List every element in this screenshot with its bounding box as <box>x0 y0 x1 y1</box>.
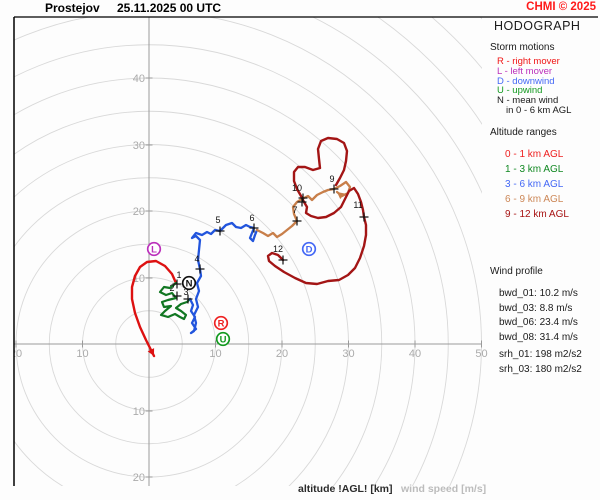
v-axis-label: 20 <box>133 206 145 218</box>
speed-ring <box>430 17 482 70</box>
v-axis-label: 40 <box>133 73 145 85</box>
sounding-datetime: 25.11.2025 00 UTC <box>117 1 222 15</box>
bwd-03-value: bwd_03: 8.8 m/s <box>499 302 573 314</box>
marker-circle-R <box>213 315 229 331</box>
storm-motion-item-L: L - left mover <box>497 65 553 77</box>
km-label-5: 5 <box>215 215 220 225</box>
bwd-01-value: bwd_01: 10.2 m/s <box>499 288 578 299</box>
storm-motions-list: R - right mover L - left mover D - downwin… <box>497 57 571 116</box>
trace-1-3km <box>158 281 192 321</box>
km-label-6: 6 <box>249 213 254 223</box>
v-axis-label: 30 <box>133 140 145 152</box>
km-label-3: 3 <box>183 287 188 297</box>
marker-letter-U: U <box>220 334 227 345</box>
srh-01-value: srh_01: 198 m2/s2 <box>499 349 582 360</box>
km-label-11: 11 <box>353 200 362 210</box>
speed-ring <box>14 77 416 486</box>
wind-profile-heading: Wind profile <box>490 266 543 277</box>
trace-6-9km-arrowhead <box>337 192 345 200</box>
altitude-ranges-heading: Altitude ranges <box>490 127 557 138</box>
storm-motion-item-U: U - upwind <box>497 85 543 97</box>
v-axis-label: 20 <box>133 472 145 484</box>
km-label-12: 12 <box>273 244 283 254</box>
km-label-2: 2 <box>169 283 174 293</box>
storm-motion-item-N: N - mean wind <box>497 95 559 107</box>
h-axis-label: 10 <box>76 348 88 360</box>
altitude-range-item-3: 6 - 9 km AGL <box>505 194 564 205</box>
altitude-range-item-0: 0 - 1 km AGL <box>505 149 564 160</box>
wind-profile-bwd-list: bwd_01: 10.2 m/s bwd_03: 8.8 m/s bwd_06:… <box>499 287 578 345</box>
storm-motions-heading: Storm motions <box>490 42 555 53</box>
km-label-4: 4 <box>194 254 199 264</box>
trace-0-1km-arrowhead <box>147 348 155 356</box>
bwd-06-value: bwd_06: 23.4 m/s <box>499 317 578 329</box>
altitude-range-item-1: 1 - 3 km AGL <box>505 164 564 175</box>
trace-0-1km <box>130 259 178 358</box>
storm-motion-markers: L N RU D <box>146 241 317 347</box>
km-label-7: 7 <box>292 205 297 215</box>
km-label-1: 1 <box>176 270 181 280</box>
speed-ring <box>14 44 449 486</box>
km-label-10: 10 <box>292 183 302 193</box>
h-axis-label: 30 <box>342 348 354 360</box>
trace-9-12km <box>266 136 368 286</box>
storm-motion-item-R: R - right mover <box>497 56 560 67</box>
marker-circle-L <box>146 241 162 257</box>
marker-letter-N: N <box>186 278 193 289</box>
station-name: Prostejov <box>45 1 100 15</box>
sidebar-title: HODOGRAPH <box>494 19 581 33</box>
speed-ring <box>14 17 482 486</box>
h-axis-labels: 20 10 10 20 30 40 50 <box>10 348 488 360</box>
marker-circle-N <box>181 275 197 291</box>
speed-ring <box>14 177 316 486</box>
trace-6-9km <box>255 180 352 239</box>
marker-letter-D: D <box>306 244 313 255</box>
chmi-credit: CHMI © 2025 <box>526 1 596 13</box>
wind-profile-srh-list: srh_01: 198 m2/s2 srh_03: 180 m2/s2 <box>499 348 582 377</box>
marker-circle-D <box>301 241 317 257</box>
altitude-range-item-4: 9 - 12 km AGL <box>505 209 569 220</box>
altitude-range-item-2: 3 - 6 km AGL <box>505 179 564 190</box>
h-axis-label: 10 <box>209 348 221 360</box>
trace-3-6km <box>188 221 259 335</box>
altitude-axis-caption: altitude !AGL! [km] <box>298 483 393 495</box>
wind-speed-axis-caption: wind speed [m/s] <box>401 483 487 495</box>
h-axis-label: 50 <box>475 348 487 360</box>
h-axis-label: 20 <box>10 348 22 360</box>
altitude-ranges-list: 0 - 1 km AGL 1 - 3 km AGL 3 - 6 km AGL 6 - … <box>505 147 569 222</box>
marker-circle-U <box>215 331 231 347</box>
h-axis-label: 20 <box>276 348 288 360</box>
marker-letter-R: R <box>218 318 225 329</box>
srh-03-value: srh_03: 180 m2/s2 <box>499 363 582 375</box>
h-axis-label: 40 <box>409 348 421 360</box>
storm-motion-item-N-line2: in 0 - 6 km AGL <box>506 104 572 116</box>
marker-letter-L: L <box>151 244 157 255</box>
hodograph-traces <box>130 136 368 358</box>
v-axis-label: 10 <box>133 406 145 418</box>
bwd-08-value: bwd_08: 31.4 m/s <box>499 331 578 343</box>
storm-motion-item-D: D - downwind <box>497 75 555 87</box>
km-label-9: 9 <box>329 174 334 184</box>
